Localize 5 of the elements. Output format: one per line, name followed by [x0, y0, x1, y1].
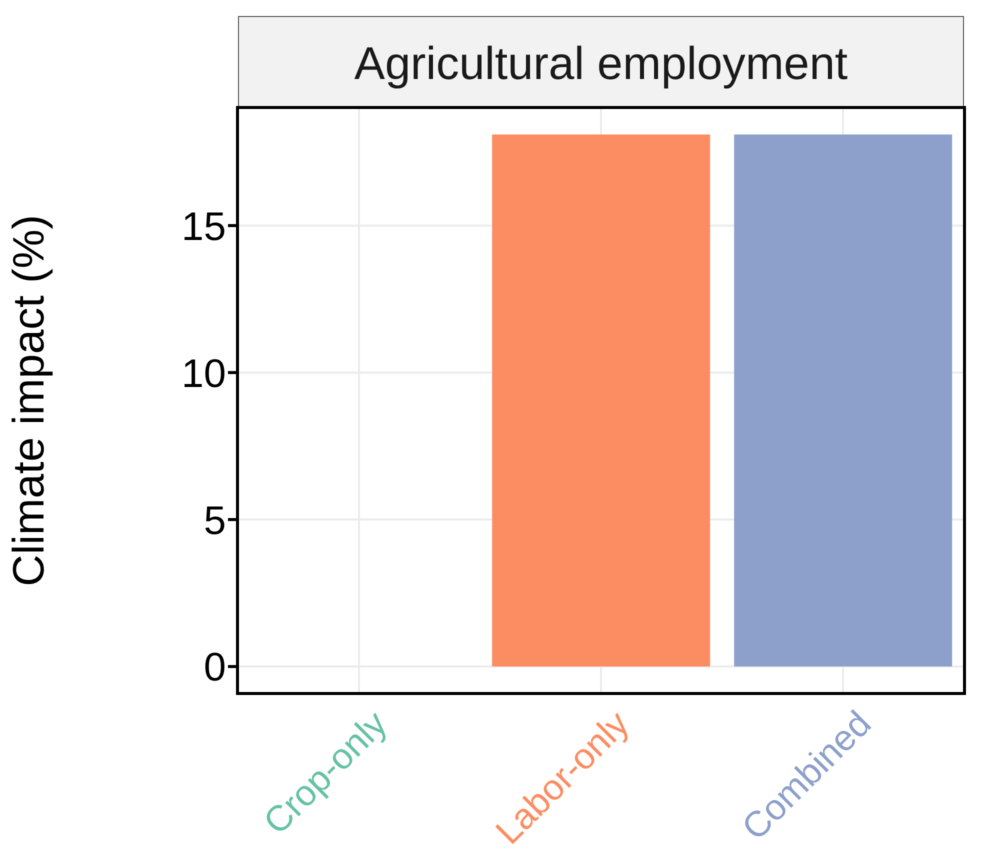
y-axis-title: Climate impact (%): [4, 214, 54, 586]
y-tick-label: 0: [204, 646, 226, 690]
y-tick-label: 15: [182, 204, 226, 249]
y-tick-label: 10: [182, 352, 226, 396]
y-tick-label: 5: [204, 498, 226, 543]
